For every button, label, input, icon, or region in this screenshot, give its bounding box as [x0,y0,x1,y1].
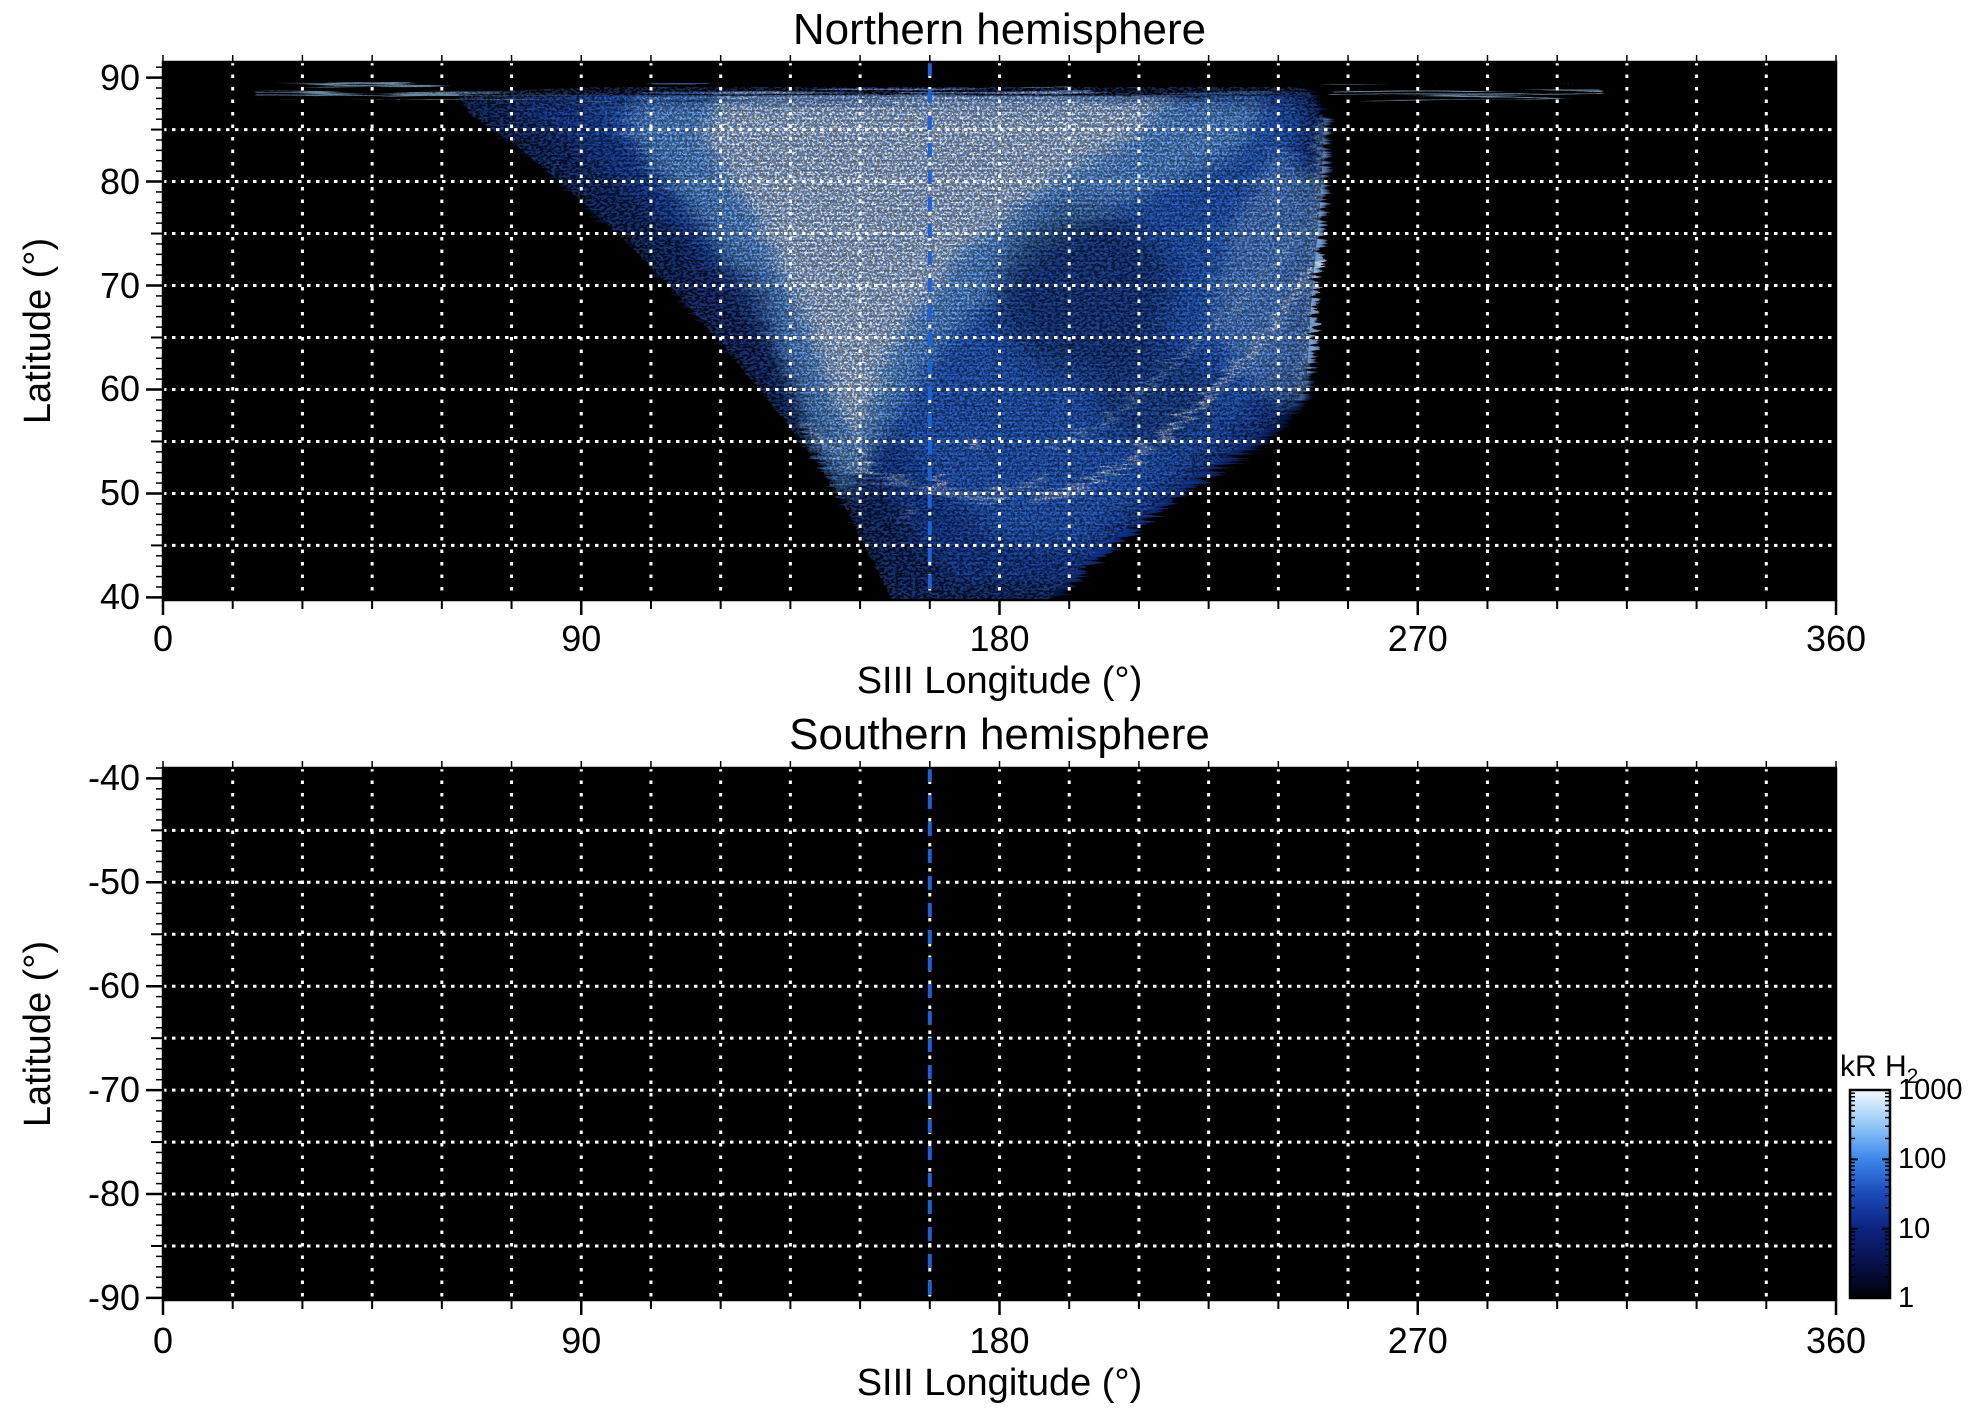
colorbar-gradient [1850,1090,1890,1298]
x-tick-label: 0 [152,1320,174,1361]
x-tick-label: 0 [152,618,174,659]
colorbar-title-subscript: 2 [1906,1065,1919,1088]
x-tick-label: 360 [1805,618,1867,659]
south-panel-title: Southern hemisphere [789,710,1210,759]
colorbar-title-text: kR H [1840,1050,1907,1083]
axis-ticks [146,761,1838,1315]
north-x-axis-title: SIII Longitude (°) [856,660,1143,702]
colorbar-title: kR H2 [1840,1050,1918,1094]
x-tick-label: 180 [969,618,1030,659]
x-tick-label: 360 [1805,1320,1867,1361]
y-tick-label: 90 [99,56,140,98]
x-tick-label: 270 [1387,1320,1448,1361]
south-x-axis-title: SIII Longitude (°) [856,1362,1143,1404]
x-tick-label: 90 [561,618,602,659]
colorbar-tick-label: 1 [1898,1282,1915,1314]
colorbar-tick-label: 10 [1898,1212,1931,1245]
y-tick-label: -80 [87,1173,140,1215]
x-tick-label: 180 [969,1320,1030,1361]
gridlines [163,62,1836,600]
y-tick-label: -60 [87,965,140,1007]
colorbar-tick-label: 100 [1898,1143,1947,1176]
north-panel-title: Northern hemisphere [792,5,1207,54]
colorbar-border [1848,1088,1892,1300]
aurora-emission [245,83,1596,600]
y-tick-label: 40 [99,576,140,618]
colorbar [1848,1088,1892,1300]
x-tick-label: 270 [1387,618,1448,659]
y-tick-label: 80 [99,160,140,202]
x-tick-label: 90 [561,1320,602,1361]
axis-ticks [146,55,1838,615]
gridlines [163,768,1836,1300]
y-tick-label: 60 [99,368,140,410]
y-tick-label: -70 [87,1069,140,1111]
y-tick-label: -50 [87,861,140,903]
panel-south [146,761,1838,1315]
y-tick-label: -90 [87,1276,140,1318]
panel-north [146,55,1838,615]
y-tick-label: -40 [87,757,140,799]
colorbar-tick-label: 1000 [1898,1074,1963,1106]
y-tick-label: 70 [99,264,140,306]
y-tick-label: 50 [99,472,140,514]
